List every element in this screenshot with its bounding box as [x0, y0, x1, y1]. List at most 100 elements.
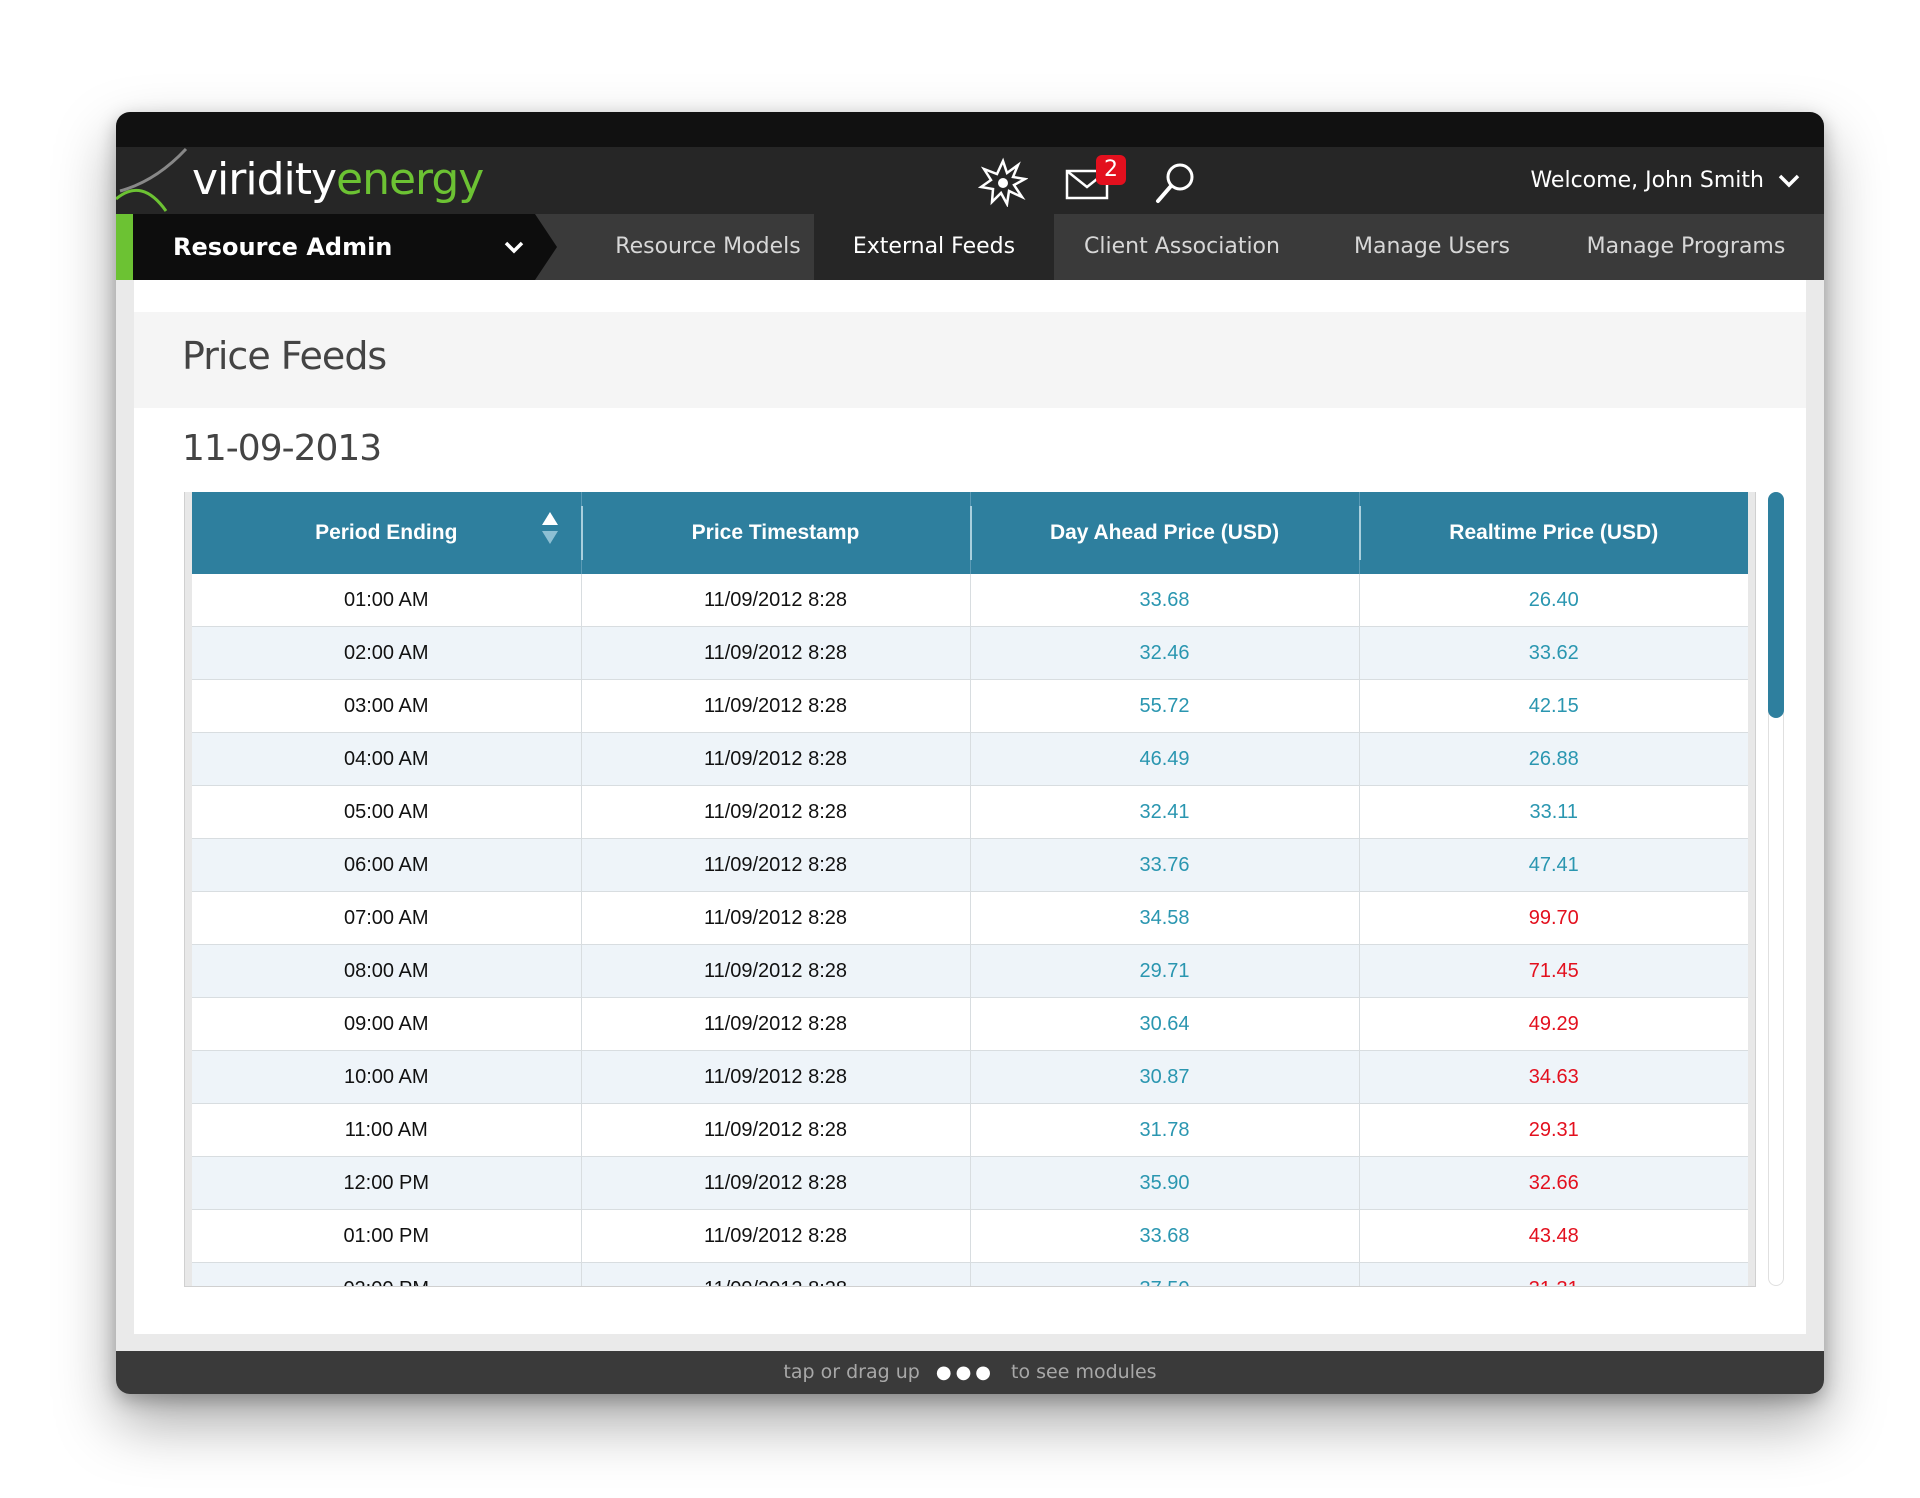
main-nav: Resource Admin Resource Models External … — [116, 214, 1824, 292]
realtime-price-cell: 26.40 — [1358, 574, 1748, 627]
day-ahead-price-cell: 32.41 — [969, 785, 1359, 839]
day-ahead-price-cell: 34.58 — [969, 891, 1359, 945]
day-ahead-price-cell: 33.68 — [969, 1209, 1359, 1263]
nav-accent-bar — [116, 214, 133, 280]
table-row[interactable]: 11:00 AM 11/09/2012 8:28 31.78 29.31 — [192, 1103, 1748, 1157]
chevron-down-icon — [1778, 174, 1800, 187]
table-row[interactable]: 12:00 PM 11/09/2012 8:28 35.90 32.66 — [192, 1156, 1748, 1210]
realtime-price-cell: 33.11 — [1358, 785, 1748, 839]
day-ahead-price-cell: 35.90 — [969, 1156, 1359, 1210]
period-cell: 09:00 AM — [192, 997, 581, 1051]
timestamp-cell: 11/09/2012 8:28 — [580, 1103, 970, 1157]
period-cell: 02:00 PM — [192, 1262, 581, 1286]
table-row[interactable]: 02:00 AM 11/09/2012 8:28 32.46 33.62 — [192, 626, 1748, 680]
content-panel: Price Feeds 11-09-2013 Period Ending — [134, 280, 1806, 1334]
day-ahead-price-cell: 31.78 — [969, 1103, 1359, 1157]
brand-logo[interactable]: viridityenergy — [116, 147, 536, 214]
price-feeds-table: Period Ending Price Timestamp Day Ahead … — [192, 492, 1748, 1286]
tab-external-feeds[interactable]: External Feeds — [814, 214, 1054, 292]
realtime-price-cell: 33.62 — [1358, 626, 1748, 680]
realtime-price-cell: 47.41 — [1358, 838, 1748, 892]
brand-word-energy: energy — [336, 154, 484, 205]
timestamp-cell: 11/09/2012 8:28 — [580, 1262, 970, 1286]
table-row[interactable]: 08:00 AM 11/09/2012 8:28 29.71 71.45 — [192, 944, 1748, 998]
day-ahead-price-cell: 46.49 — [969, 732, 1359, 786]
timestamp-cell: 11/09/2012 8:28 — [580, 679, 970, 733]
period-cell: 04:00 AM — [192, 732, 581, 786]
realtime-price-cell: 34.63 — [1358, 1050, 1748, 1104]
tab-manage-programs[interactable]: Manage Programs — [1586, 234, 1786, 259]
day-ahead-price-cell: 30.87 — [969, 1050, 1359, 1104]
chevron-down-icon — [504, 241, 524, 254]
realtime-price-cell: 29.31 — [1358, 1103, 1748, 1157]
scrollbar-thumb[interactable] — [1768, 492, 1784, 718]
panel-header: Price Feeds — [134, 312, 1806, 408]
day-ahead-price-cell: 32.46 — [969, 626, 1359, 680]
tab-client-association[interactable]: Client Association — [1084, 234, 1280, 259]
column-header-realtime-price[interactable]: Realtime Price (USD) — [1358, 492, 1748, 574]
hint-text-before: tap or drag up — [783, 1361, 920, 1383]
mail-unread-badge: 2 — [1096, 155, 1126, 185]
timestamp-cell: 11/09/2012 8:28 — [580, 574, 970, 627]
column-header-label: Realtime Price (USD) — [1449, 521, 1659, 544]
timestamp-cell: 11/09/2012 8:28 — [580, 997, 970, 1051]
dots-icon: ●●● — [935, 1362, 995, 1383]
period-cell: 08:00 AM — [192, 944, 581, 998]
column-header-period-ending[interactable]: Period Ending — [192, 492, 581, 574]
realtime-price-cell: 26.88 — [1358, 732, 1748, 786]
table-row[interactable]: 07:00 AM 11/09/2012 8:28 34.58 99.70 — [192, 891, 1748, 945]
user-menu[interactable]: Welcome, John Smith — [1530, 147, 1800, 214]
page-title: Price Feeds — [182, 334, 387, 378]
timestamp-cell: 11/09/2012 8:28 — [580, 1209, 970, 1263]
tab-resource-models[interactable]: Resource Models — [615, 234, 801, 259]
column-header-label: Price Timestamp — [691, 521, 860, 544]
hint-text-after: to see modules — [1011, 1361, 1157, 1383]
resource-admin-label: Resource Admin — [173, 233, 393, 261]
column-header-label: Period Ending — [315, 521, 458, 544]
column-header-price-timestamp[interactable]: Price Timestamp — [580, 492, 970, 574]
realtime-price-cell: 42.15 — [1358, 679, 1748, 733]
table-body: 01:00 AM 11/09/2012 8:28 33.68 26.40 02:00 A… — [192, 574, 1748, 1286]
day-ahead-price-cell: 55.72 — [969, 679, 1359, 733]
timestamp-cell: 11/09/2012 8:28 — [580, 1156, 970, 1210]
table-row[interactable]: 01:00 PM 11/09/2012 8:28 33.68 43.48 — [192, 1209, 1748, 1263]
device-top-bezel — [116, 112, 1824, 147]
logo-swoosh-icon — [116, 147, 188, 212]
app-header: viridityenergy 2 — [116, 147, 1824, 214]
date-heading: 11-09-2013 — [182, 428, 382, 469]
brand-name: viridityenergy — [192, 154, 484, 205]
tab-manage-users[interactable]: Manage Users — [1354, 234, 1510, 259]
realtime-price-cell: 99.70 — [1358, 891, 1748, 945]
timestamp-cell: 11/09/2012 8:28 — [580, 891, 970, 945]
day-ahead-price-cell: 33.76 — [969, 838, 1359, 892]
table-row[interactable]: 04:00 AM 11/09/2012 8:28 46.49 26.88 — [192, 732, 1748, 786]
table-header-row: Period Ending Price Timestamp Day Ahead … — [192, 492, 1748, 574]
welcome-text: Welcome, John Smith — [1530, 168, 1764, 193]
timestamp-cell: 11/09/2012 8:28 — [580, 838, 970, 892]
search-icon[interactable] — [1150, 157, 1200, 207]
realtime-price-cell: 71.45 — [1358, 944, 1748, 998]
app-window: viridityenergy 2 — [116, 112, 1824, 1394]
column-header-day-ahead-price[interactable]: Day Ahead Price (USD) — [969, 492, 1359, 574]
table-row[interactable]: 03:00 AM 11/09/2012 8:28 55.72 42.15 — [192, 679, 1748, 733]
timestamp-cell: 11/09/2012 8:28 — [580, 626, 970, 680]
day-ahead-price-cell: 29.71 — [969, 944, 1359, 998]
table-row[interactable]: 10:00 AM 11/09/2012 8:28 30.87 34.63 — [192, 1050, 1748, 1104]
table-row[interactable]: 01:00 AM 11/09/2012 8:28 33.68 26.40 — [192, 574, 1748, 627]
timestamp-cell: 11/09/2012 8:28 — [580, 1050, 970, 1104]
table-row[interactable]: 05:00 AM 11/09/2012 8:28 32.41 33.11 — [192, 785, 1748, 839]
period-cell: 06:00 AM — [192, 838, 581, 892]
mail-icon[interactable]: 2 — [1064, 155, 1126, 207]
period-cell: 01:00 AM — [192, 574, 581, 627]
table-row[interactable]: 06:00 AM 11/09/2012 8:28 33.76 47.41 — [192, 838, 1748, 892]
table-scrollbar[interactable] — [1768, 492, 1784, 1286]
resource-admin-dropdown[interactable]: Resource Admin — [133, 214, 557, 280]
period-cell: 10:00 AM — [192, 1050, 581, 1104]
table-row[interactable]: 09:00 AM 11/09/2012 8:28 30.64 49.29 — [192, 997, 1748, 1051]
modules-drawer-handle[interactable]: tap or drag up ●●● to see modules — [116, 1351, 1824, 1394]
burst-icon[interactable] — [977, 157, 1029, 208]
day-ahead-price-cell: 33.68 — [969, 574, 1359, 627]
sort-icon[interactable] — [541, 512, 559, 544]
timestamp-cell: 11/09/2012 8:28 — [580, 732, 970, 786]
